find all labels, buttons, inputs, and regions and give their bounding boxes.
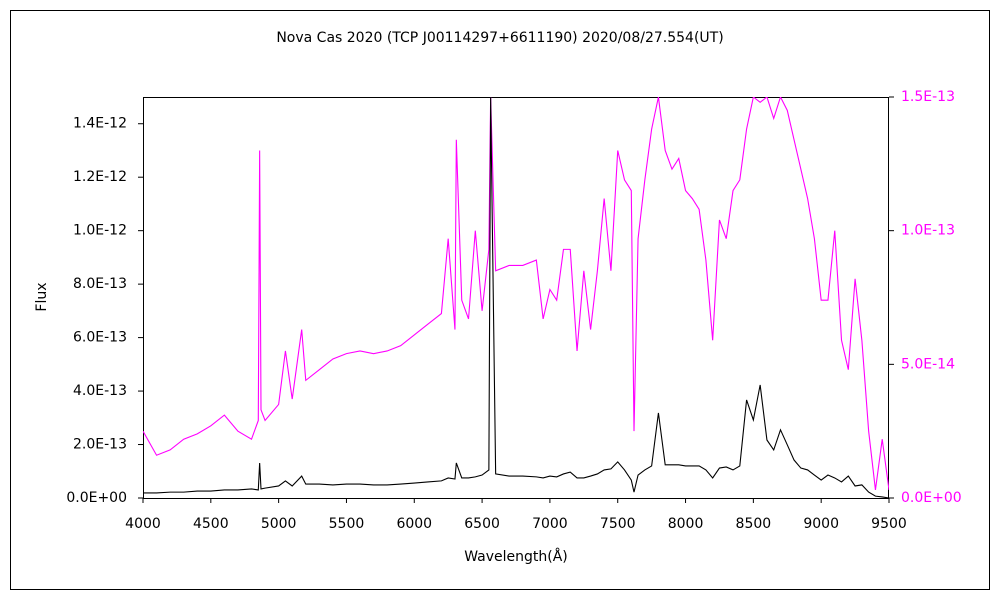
frame [10,10,990,590]
y-tick-label: 4.0E-13 [73,383,127,399]
spectrum-line [143,97,889,491]
x-axis-label: Wavelength(Å) [464,548,568,565]
x-tick-label: 6500 [464,516,500,532]
y-tick-label: 0.0E+00 [66,490,127,506]
x-tick-label: 8000 [668,516,704,532]
x-tick-label: 7000 [532,516,568,532]
x-tick-label: 8500 [736,516,772,532]
x-tick-label: 5000 [261,516,297,532]
y-tick-label: 1.4E-12 [73,116,127,132]
x-tick-label: 4000 [125,516,161,532]
x-tick-label: 9000 [803,516,839,532]
spectrum-line [143,97,889,499]
chart-title: Nova Cas 2020 (TCP J00114297+6611190) 20… [276,30,723,46]
x-tick-label: 7500 [600,516,636,532]
x-tick-label: 4500 [193,516,229,532]
plot-area [143,97,889,499]
x-tick-label: 6000 [396,516,432,532]
y-tick-label: 6.0E-13 [73,330,127,346]
y2-tick-label: 5.0E-14 [901,356,955,372]
y-tick-label: 8.0E-13 [73,276,127,292]
y-tick-label: 2.0E-13 [73,437,127,453]
y-tick-label: 1.2E-12 [73,169,127,185]
y2-tick-label: 1.0E-13 [901,223,955,239]
y2-tick-label: 0.0E+00 [901,490,962,506]
y2-tick-label: 1.5E-13 [901,89,955,105]
x-tick-label: 9500 [871,516,907,532]
y-axis-label: Flux [34,282,50,311]
plot [143,97,889,499]
y-tick-label: 1.0E-12 [73,223,127,239]
x-tick-label: 5500 [329,516,365,532]
